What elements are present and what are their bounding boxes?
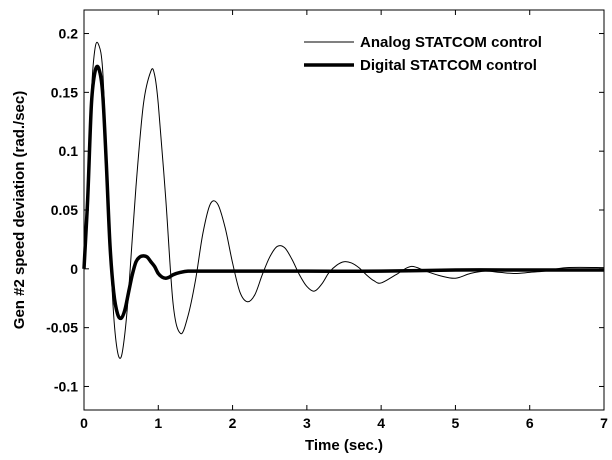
y-tick-label: -0.1	[54, 378, 78, 394]
legend: Analog STATCOM control Digital STATCOM c…	[304, 34, 542, 74]
x-tick-label: 1	[154, 415, 162, 431]
x-tick-label: 0	[80, 415, 88, 431]
legend-label-analog: Analog STATCOM control	[360, 34, 542, 51]
x-tick-label: 3	[303, 415, 311, 431]
y-axis-label: Gen #2 speed deviation (rad./sec)	[11, 91, 28, 329]
x-tick-label: 4	[377, 415, 385, 431]
plot-area	[83, 9, 605, 411]
ticks: 0 1 2 3 4 5 6 7 -0.1 -0.05 0 0.05 0.1 0.15 0.2	[46, 10, 608, 431]
x-axis-label: Time (sec.)	[305, 437, 383, 454]
y-tick-label: -0.05	[46, 320, 78, 336]
y-tick-label: 0.15	[51, 84, 78, 100]
y-tick-label: 0.1	[59, 143, 79, 159]
y-tick-label: 0.05	[51, 202, 78, 218]
legend-label-digital: Digital STATCOM control	[360, 57, 537, 74]
series-digital-line	[82, 64, 604, 321]
y-tick-label: 0.2	[59, 26, 79, 42]
series-layer	[82, 41, 605, 359]
y-tick-label: 0	[70, 261, 78, 277]
x-tick-label: 2	[229, 415, 237, 431]
x-tick-label: 6	[526, 415, 534, 431]
x-tick-label: 5	[452, 415, 460, 431]
x-tick-label: 7	[600, 415, 608, 431]
